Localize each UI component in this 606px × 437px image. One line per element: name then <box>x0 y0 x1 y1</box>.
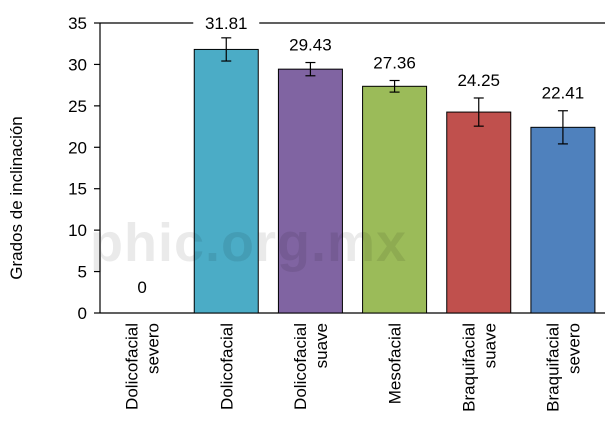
x-tick-label-line: Braquifacial <box>543 323 562 412</box>
x-tick-label-line: Dolicofacial <box>123 323 142 410</box>
x-tick-label-line: severo <box>144 323 163 374</box>
y-tick-label: 30 <box>68 55 87 74</box>
y-tick-label: 10 <box>68 221 87 240</box>
bar <box>362 85 428 314</box>
data-label: 27.36 <box>373 54 416 73</box>
x-tick-label-line: Dolicofacial <box>291 323 310 410</box>
value-labels: 0 31.81 29.43 27.36 24.25 22.41 <box>137 14 584 297</box>
x-tick-label: Mesofacial <box>386 323 405 404</box>
y-tick-label: 20 <box>68 138 87 157</box>
bar <box>446 111 512 314</box>
x-tick-label-line: Braquifacial <box>459 323 478 412</box>
y-tick-label: 25 <box>68 97 87 116</box>
bar <box>277 68 343 314</box>
x-tick-label-line: suave <box>312 323 331 368</box>
axes <box>94 22 605 314</box>
y-axis-label: Grados de inclinación <box>7 116 26 279</box>
bars <box>193 37 596 314</box>
bar <box>193 48 259 314</box>
y-tick-label: 0 <box>78 304 87 323</box>
y-tick-label: 5 <box>78 263 87 282</box>
data-label: 31.81 <box>205 14 248 33</box>
data-label: 0 <box>137 278 146 297</box>
x-tick-label: Dolicofacial <box>217 323 236 410</box>
y-tick-label: 35 <box>68 14 87 33</box>
x-tick-label: Dolicofacial severo <box>123 323 163 410</box>
x-tick-label: Braquifacial suave <box>459 323 499 412</box>
y-tick-label: 15 <box>68 180 87 199</box>
x-tick-label: Dolicofacial suave <box>291 323 331 410</box>
bar <box>530 126 596 314</box>
data-label: 29.43 <box>289 36 332 55</box>
x-tick-label-line: suave <box>480 323 499 368</box>
x-tick-label-line: Mesofacial <box>386 323 405 404</box>
x-tick-label-line: Dolicofacial <box>217 323 236 410</box>
x-tick-label: Braquifacial severo <box>543 323 583 412</box>
data-label: 22.41 <box>542 84 585 103</box>
x-tick-label-line: severo <box>564 323 583 374</box>
data-label: 24.25 <box>457 71 500 90</box>
